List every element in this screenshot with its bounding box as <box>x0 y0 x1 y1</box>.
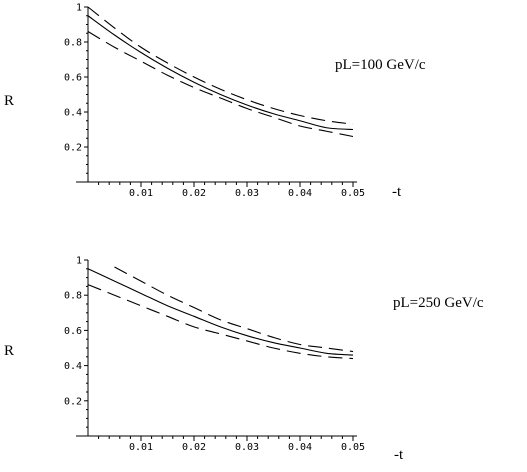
x-tick-label-pl250: 0.05 <box>341 442 365 453</box>
x-axis-label-pl250: -t <box>394 447 404 463</box>
x-tick-label-pl250: 0.01 <box>129 442 153 453</box>
x-tick-label-pl100: 0.01 <box>129 188 153 199</box>
y-axis-label-pl250: R <box>4 343 14 359</box>
annotation-pl100: pL=100 GeV/c <box>335 57 426 73</box>
x-tick-label-pl250: 0.03 <box>235 442 259 453</box>
y-tick-label-pl100: 0.2 <box>64 143 82 154</box>
y-tick-label-pl100: 0.8 <box>64 38 82 49</box>
x-axis-label-pl100: -t <box>392 184 402 200</box>
dashed-curve-pl100-1 <box>87 6 354 125</box>
curves-pl250 <box>87 266 354 360</box>
y-tick-label-pl250: 0.6 <box>64 326 82 337</box>
y-tick-label-pl100: 1 <box>76 3 82 14</box>
y-axis-label-pl100: R <box>4 93 14 109</box>
chart-panel-pl250: 0.2 0.4 0.6 0.8 1 0.01 0.02 0.03 0.04 0.05 R -t p… <box>4 256 484 464</box>
dashed-curve-pl250-1 <box>114 266 354 353</box>
y-tick-label-pl250: 0.8 <box>64 291 82 302</box>
annotation-pl250: pL=250 GeV/c <box>393 295 484 311</box>
y-tick-label-pl100: 0.6 <box>64 73 82 84</box>
y-tick-label-pl250: 0.4 <box>64 361 82 372</box>
x-tick-label-pl100: 0.03 <box>235 188 259 199</box>
x-tick-label-pl100: 0.05 <box>341 188 365 199</box>
curves-pl100 <box>87 6 354 138</box>
dashed-curve-pl250-2 <box>87 284 354 360</box>
x-tick-label-pl100: 0.04 <box>288 188 312 199</box>
y-tick-label-pl250: 0.2 <box>64 396 82 407</box>
solid-curve-pl100-0 <box>87 15 354 131</box>
x-tick-label-pl250: 0.04 <box>288 442 312 453</box>
y-tick-label-pl100: 0.4 <box>64 108 82 119</box>
x-tick-label-pl100: 0.02 <box>182 188 206 199</box>
dashed-curve-pl100-2 <box>87 31 354 138</box>
y-tick-label-pl250: 1 <box>76 256 82 267</box>
axes-pl100: 0.2 0.4 0.6 0.8 1 0.01 0.02 0.03 0.04 0.05 <box>64 3 365 200</box>
chart-panel-pl100: 0.2 0.4 0.6 0.8 1 0.01 0.02 0.03 0.04 0.05 R -t p… <box>4 3 426 201</box>
axes-pl250: 0.2 0.4 0.6 0.8 1 0.01 0.02 0.03 0.04 0.05 <box>64 256 365 454</box>
solid-curve-pl250-0 <box>87 268 354 356</box>
x-tick-label-pl250: 0.02 <box>182 442 206 453</box>
